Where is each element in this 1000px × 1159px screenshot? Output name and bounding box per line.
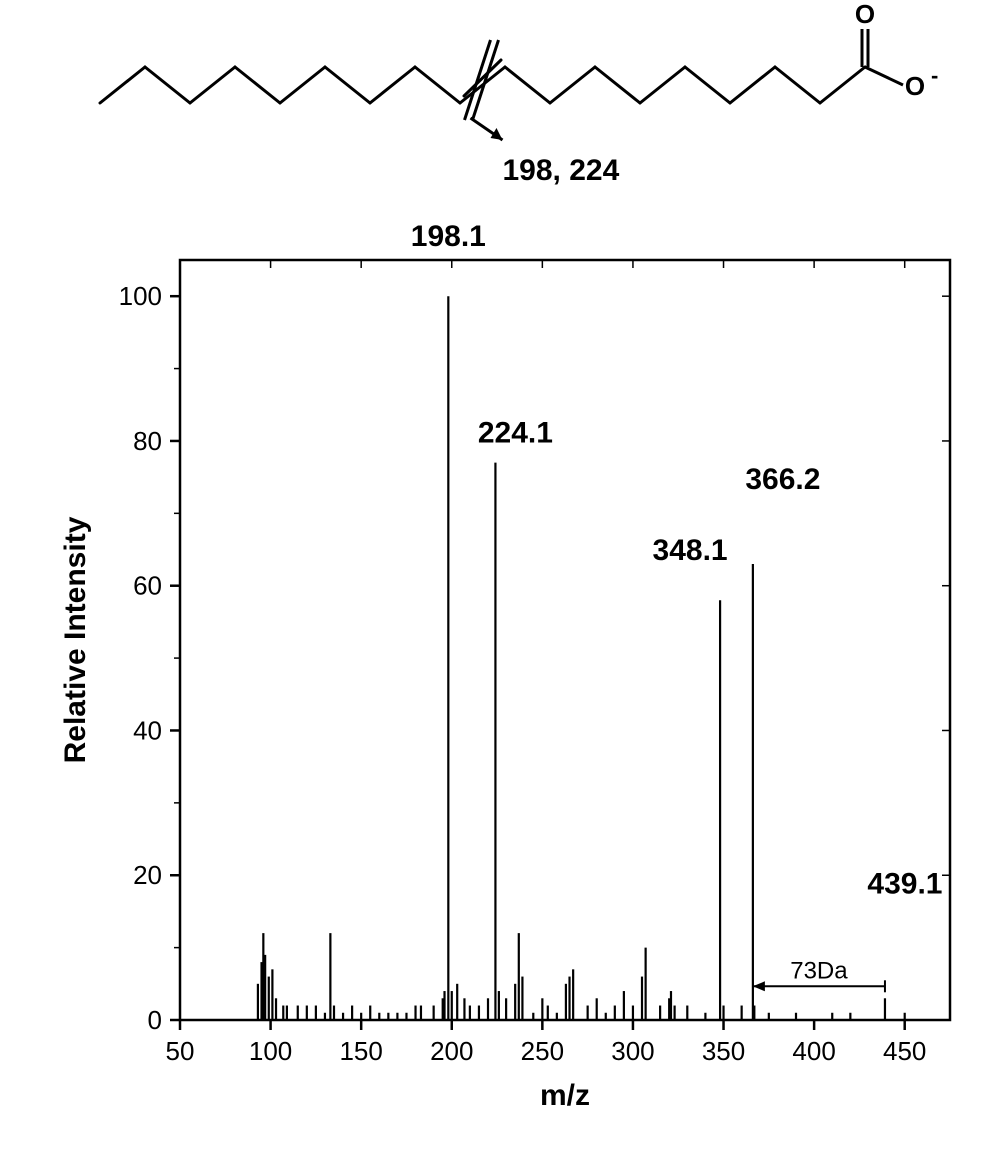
mass-spectrum-chart: 50 100 150 200 250 300 350 400 450 0 20 40 60 80 100 m/… (0, 0, 1000, 1159)
x-tick-label: 350 (702, 1036, 745, 1066)
x-tick-label: 400 (792, 1036, 835, 1066)
x-tick-label: 100 (249, 1036, 292, 1066)
y-tick-label: 60 (133, 571, 162, 601)
plot-frame (180, 260, 950, 1020)
x-tick-label: 300 (611, 1036, 654, 1066)
y-tick-label: 40 (133, 715, 162, 745)
neutral-loss-label: 73Da (790, 957, 848, 984)
x-tick-label: 450 (883, 1036, 926, 1066)
y-tick-label: 20 (133, 860, 162, 890)
peak-label: 439.1 (867, 867, 942, 900)
y-tick-label: 80 (133, 426, 162, 456)
x-tick-label: 250 (521, 1036, 564, 1066)
x-tick-label: 200 (430, 1036, 473, 1066)
peak-label: 224.1 (478, 417, 553, 450)
peak-label: 366.2 (745, 463, 820, 496)
peak-label: 198.1 (411, 220, 486, 253)
y-tick-label: 100 (119, 281, 162, 311)
x-tick-label: 150 (339, 1036, 382, 1066)
figure-stage: OO-198, 224 5010015020025030035040045002… (0, 0, 1000, 1159)
x-tick-label: 50 (166, 1036, 195, 1066)
y-axis-label: Relative Intensity (59, 516, 92, 763)
x-axis-label: m/z (540, 1079, 590, 1112)
peak-label: 348.1 (653, 534, 728, 567)
y-tick-label: 0 (148, 1005, 162, 1035)
